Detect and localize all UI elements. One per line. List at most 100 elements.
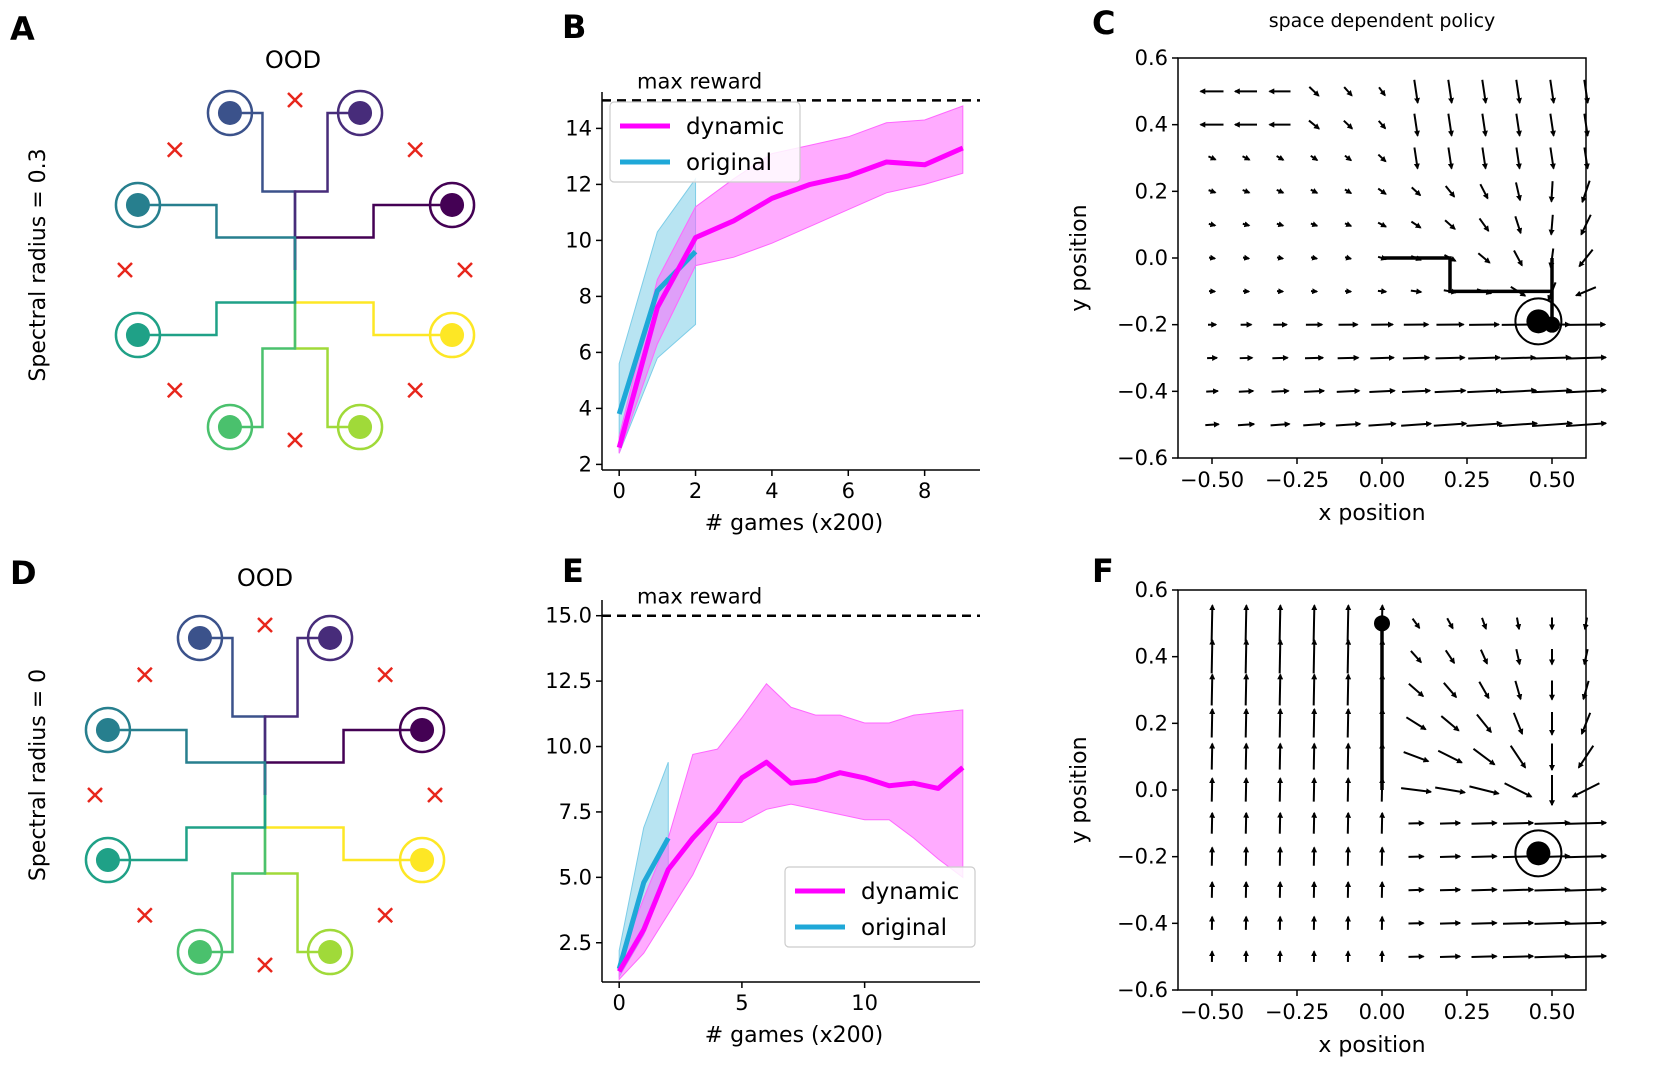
- y-tick-label: 4: [579, 396, 592, 420]
- field-arrow: [1344, 188, 1353, 195]
- field-arrow: [1565, 886, 1608, 893]
- trajectory: [1382, 256, 1554, 325]
- target-dot: [95, 848, 120, 873]
- x-tick-label: −0.50: [1180, 468, 1244, 492]
- field-arrow: [1514, 215, 1523, 235]
- y-tick-label: 10: [565, 228, 592, 252]
- field-arrow: [1208, 254, 1217, 261]
- field-arrow: [1500, 354, 1537, 361]
- field-arrow: [1515, 147, 1522, 170]
- field-arrow: [1481, 617, 1488, 630]
- field-arrow: [1580, 712, 1592, 735]
- maze-path: [229, 270, 297, 429]
- field-arrow: [1514, 182, 1522, 202]
- x-axis-label: x position: [1318, 1033, 1425, 1058]
- field-arrow: [1534, 953, 1571, 960]
- field-arrow: [1408, 682, 1425, 698]
- panel-letter-c: C: [1092, 4, 1115, 42]
- target-ring: [84, 836, 132, 884]
- field-arrow: [1271, 388, 1290, 395]
- field-arrow: [1377, 187, 1387, 195]
- maze-schematic-d: [84, 614, 446, 976]
- field-arrow: [1337, 354, 1360, 361]
- field-arrow: [1531, 420, 1574, 428]
- miss-marker: [287, 92, 303, 108]
- maze-path: [293, 203, 453, 270]
- x-tick-label: 0.00: [1359, 468, 1406, 492]
- target-ring: [398, 706, 446, 754]
- field-arrow: [1209, 742, 1216, 770]
- field-arrow: [1369, 387, 1396, 394]
- y-tick-label: 2.5: [559, 931, 592, 955]
- field-arrow: [1478, 681, 1490, 700]
- target-dot: [217, 415, 242, 440]
- field-arrow: [1515, 648, 1522, 666]
- x-tick-label: 0.25: [1444, 468, 1491, 492]
- field-arrow: [1582, 648, 1589, 666]
- maze-path: [263, 636, 331, 795]
- field-arrow: [1571, 782, 1600, 798]
- field-arrow: [1277, 707, 1284, 738]
- panel-letter-f: F: [1092, 552, 1114, 590]
- maze-path: [137, 270, 297, 337]
- target-ring: [176, 928, 224, 976]
- panel-d-ylabel: Spectral radius = 0: [26, 669, 51, 881]
- field-arrow: [1311, 604, 1318, 642]
- panel-letter-d: D: [10, 554, 37, 592]
- maze-schematic-a: [114, 89, 476, 451]
- field-arrow: [1336, 388, 1361, 395]
- field-arrow: [1277, 604, 1284, 642]
- maze-path: [293, 111, 361, 270]
- target-dot: [348, 100, 373, 125]
- y-axis-label: y position: [1067, 204, 1092, 311]
- field-arrow: [1472, 747, 1496, 766]
- y-tick-label: 0.6: [1135, 578, 1168, 602]
- field-arrow: [1481, 113, 1488, 137]
- target-ring: [336, 403, 384, 451]
- y-tick-label: 8: [579, 284, 592, 308]
- field-arrow: [1310, 254, 1319, 261]
- field-arrow: [1277, 742, 1284, 770]
- miss-marker: [166, 141, 183, 158]
- field-arrow: [1208, 221, 1217, 228]
- field-arrow: [1515, 617, 1522, 631]
- y-tick-label: 15.0: [545, 604, 592, 628]
- field-arrow: [1208, 154, 1217, 161]
- field-arrow: [1433, 420, 1468, 427]
- miss-marker: [136, 907, 153, 924]
- field-arrow: [1377, 288, 1388, 295]
- field-arrow: [1413, 113, 1420, 137]
- y-tick-label: 0.2: [1135, 711, 1168, 735]
- field-arrow: [1515, 113, 1522, 137]
- target-dot: [410, 717, 435, 742]
- field-arrow: [1400, 787, 1433, 795]
- target-ring: [306, 928, 354, 976]
- y-tick-label: −0.6: [1117, 446, 1168, 470]
- field-arrow: [1548, 214, 1555, 236]
- field-arrow: [1583, 79, 1590, 105]
- field-arrow: [1471, 920, 1498, 927]
- field-arrow: [1533, 354, 1572, 361]
- y-axis-label: y position: [1067, 736, 1092, 843]
- field-arrow: [1468, 354, 1502, 361]
- field-arrow: [1582, 617, 1589, 631]
- maze-path: [263, 728, 423, 795]
- field-arrow: [1439, 853, 1462, 860]
- field-arrow: [1583, 147, 1590, 170]
- x-tick-label: 10: [851, 991, 878, 1015]
- maze-path: [263, 795, 331, 954]
- field-arrow: [1208, 188, 1217, 194]
- field-arrow: [1413, 147, 1420, 170]
- target-dot: [440, 323, 465, 348]
- y-tick-label: 14: [565, 116, 592, 140]
- field-arrow: [1499, 420, 1539, 427]
- miss-marker: [427, 787, 443, 803]
- target-ring: [428, 181, 476, 229]
- field-arrow: [1277, 673, 1284, 706]
- field-arrow: [1345, 638, 1352, 674]
- maze-path: [137, 203, 297, 270]
- x-tick-label: 5: [735, 991, 748, 1015]
- x-tick-label: 6: [842, 479, 855, 503]
- miss-marker: [87, 787, 103, 803]
- field-arrow: [1502, 920, 1535, 927]
